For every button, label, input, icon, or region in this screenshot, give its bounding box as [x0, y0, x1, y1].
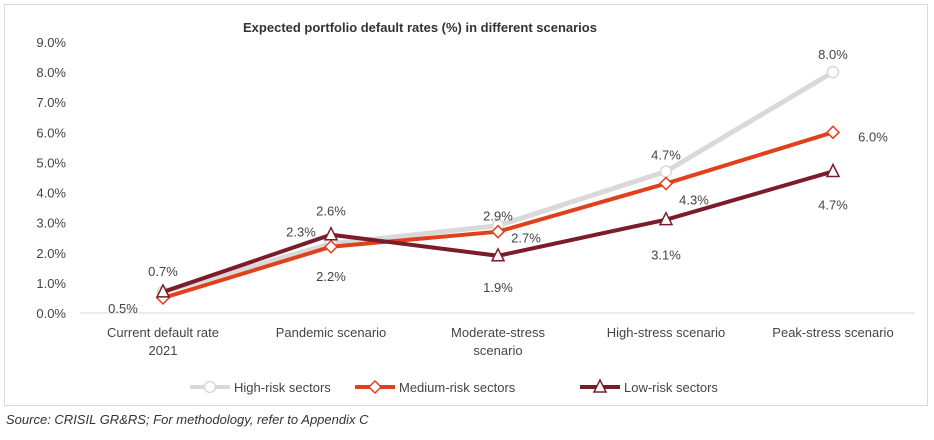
- triangle-marker: [155, 283, 171, 298]
- x-tick-label: 2021: [149, 343, 178, 358]
- triangle-marker: [490, 247, 506, 262]
- y-tick-label: 8.0%: [36, 65, 66, 80]
- triangle-marker: [658, 210, 674, 226]
- data-label: 0.7%: [148, 264, 178, 279]
- diamond-marker: [658, 176, 674, 191]
- data-label: 2.6%: [316, 204, 346, 219]
- data-label: 2.2%: [316, 269, 346, 284]
- diamond-marker: [825, 125, 841, 140]
- circle-marker: [826, 65, 840, 79]
- x-tick-label: scenario: [473, 343, 522, 358]
- y-tick-label: 5.0%: [36, 155, 66, 170]
- data-label: 4.7%: [818, 197, 848, 212]
- x-tick-label: High-stress scenario: [607, 325, 726, 340]
- y-tick-label: 1.0%: [36, 276, 66, 291]
- diamond-marker: [367, 379, 383, 395]
- y-tick-label: 3.0%: [36, 216, 66, 231]
- triangle-marker: [825, 162, 841, 178]
- y-tick-label: 7.0%: [36, 95, 66, 110]
- data-label: 4.3%: [679, 193, 709, 208]
- diamond-marker: [490, 224, 506, 239]
- x-tick-label: Pandemic scenario: [276, 325, 387, 340]
- data-label: 2.7%: [511, 231, 541, 246]
- data-label: 1.9%: [483, 280, 513, 295]
- x-tick-label: Moderate-stress: [451, 325, 545, 340]
- data-label: 4.7%: [651, 147, 681, 162]
- legend-label: Medium-risk sectors: [399, 380, 516, 395]
- legend-label: High-risk sectors: [234, 380, 331, 395]
- triangle-marker: [323, 226, 339, 241]
- y-tick-label: 2.0%: [36, 246, 66, 261]
- triangle-marker: [592, 378, 608, 393]
- legend-label: Low-risk sectors: [624, 380, 718, 395]
- chart-frame: [4, 4, 928, 406]
- y-tick-label: 4.0%: [36, 186, 66, 201]
- y-tick-label: 0.0%: [36, 306, 66, 321]
- data-label: 2.3%: [286, 225, 316, 240]
- data-label: 8.0%: [818, 47, 848, 62]
- x-tick-label: Current default rate: [107, 325, 219, 340]
- y-tick-label: 9.0%: [36, 35, 66, 50]
- data-label: 2.9%: [483, 209, 513, 224]
- line-chart: Expected portfolio default rates (%) in …: [36, 20, 915, 395]
- data-label: 3.1%: [651, 248, 681, 263]
- y-tick-label: 6.0%: [36, 125, 66, 140]
- chart-title: Expected portfolio default rates (%) in …: [243, 20, 597, 35]
- data-label: 6.0%: [858, 129, 888, 144]
- data-label: 0.5%: [108, 301, 138, 316]
- x-tick-label: Peak-stress scenario: [772, 325, 893, 340]
- diamond-marker: [323, 239, 339, 254]
- source-note: Source: CRISIL GR&RS; For methodology, r…: [6, 412, 369, 427]
- circle-marker: [659, 165, 673, 178]
- circle-marker: [203, 380, 217, 394]
